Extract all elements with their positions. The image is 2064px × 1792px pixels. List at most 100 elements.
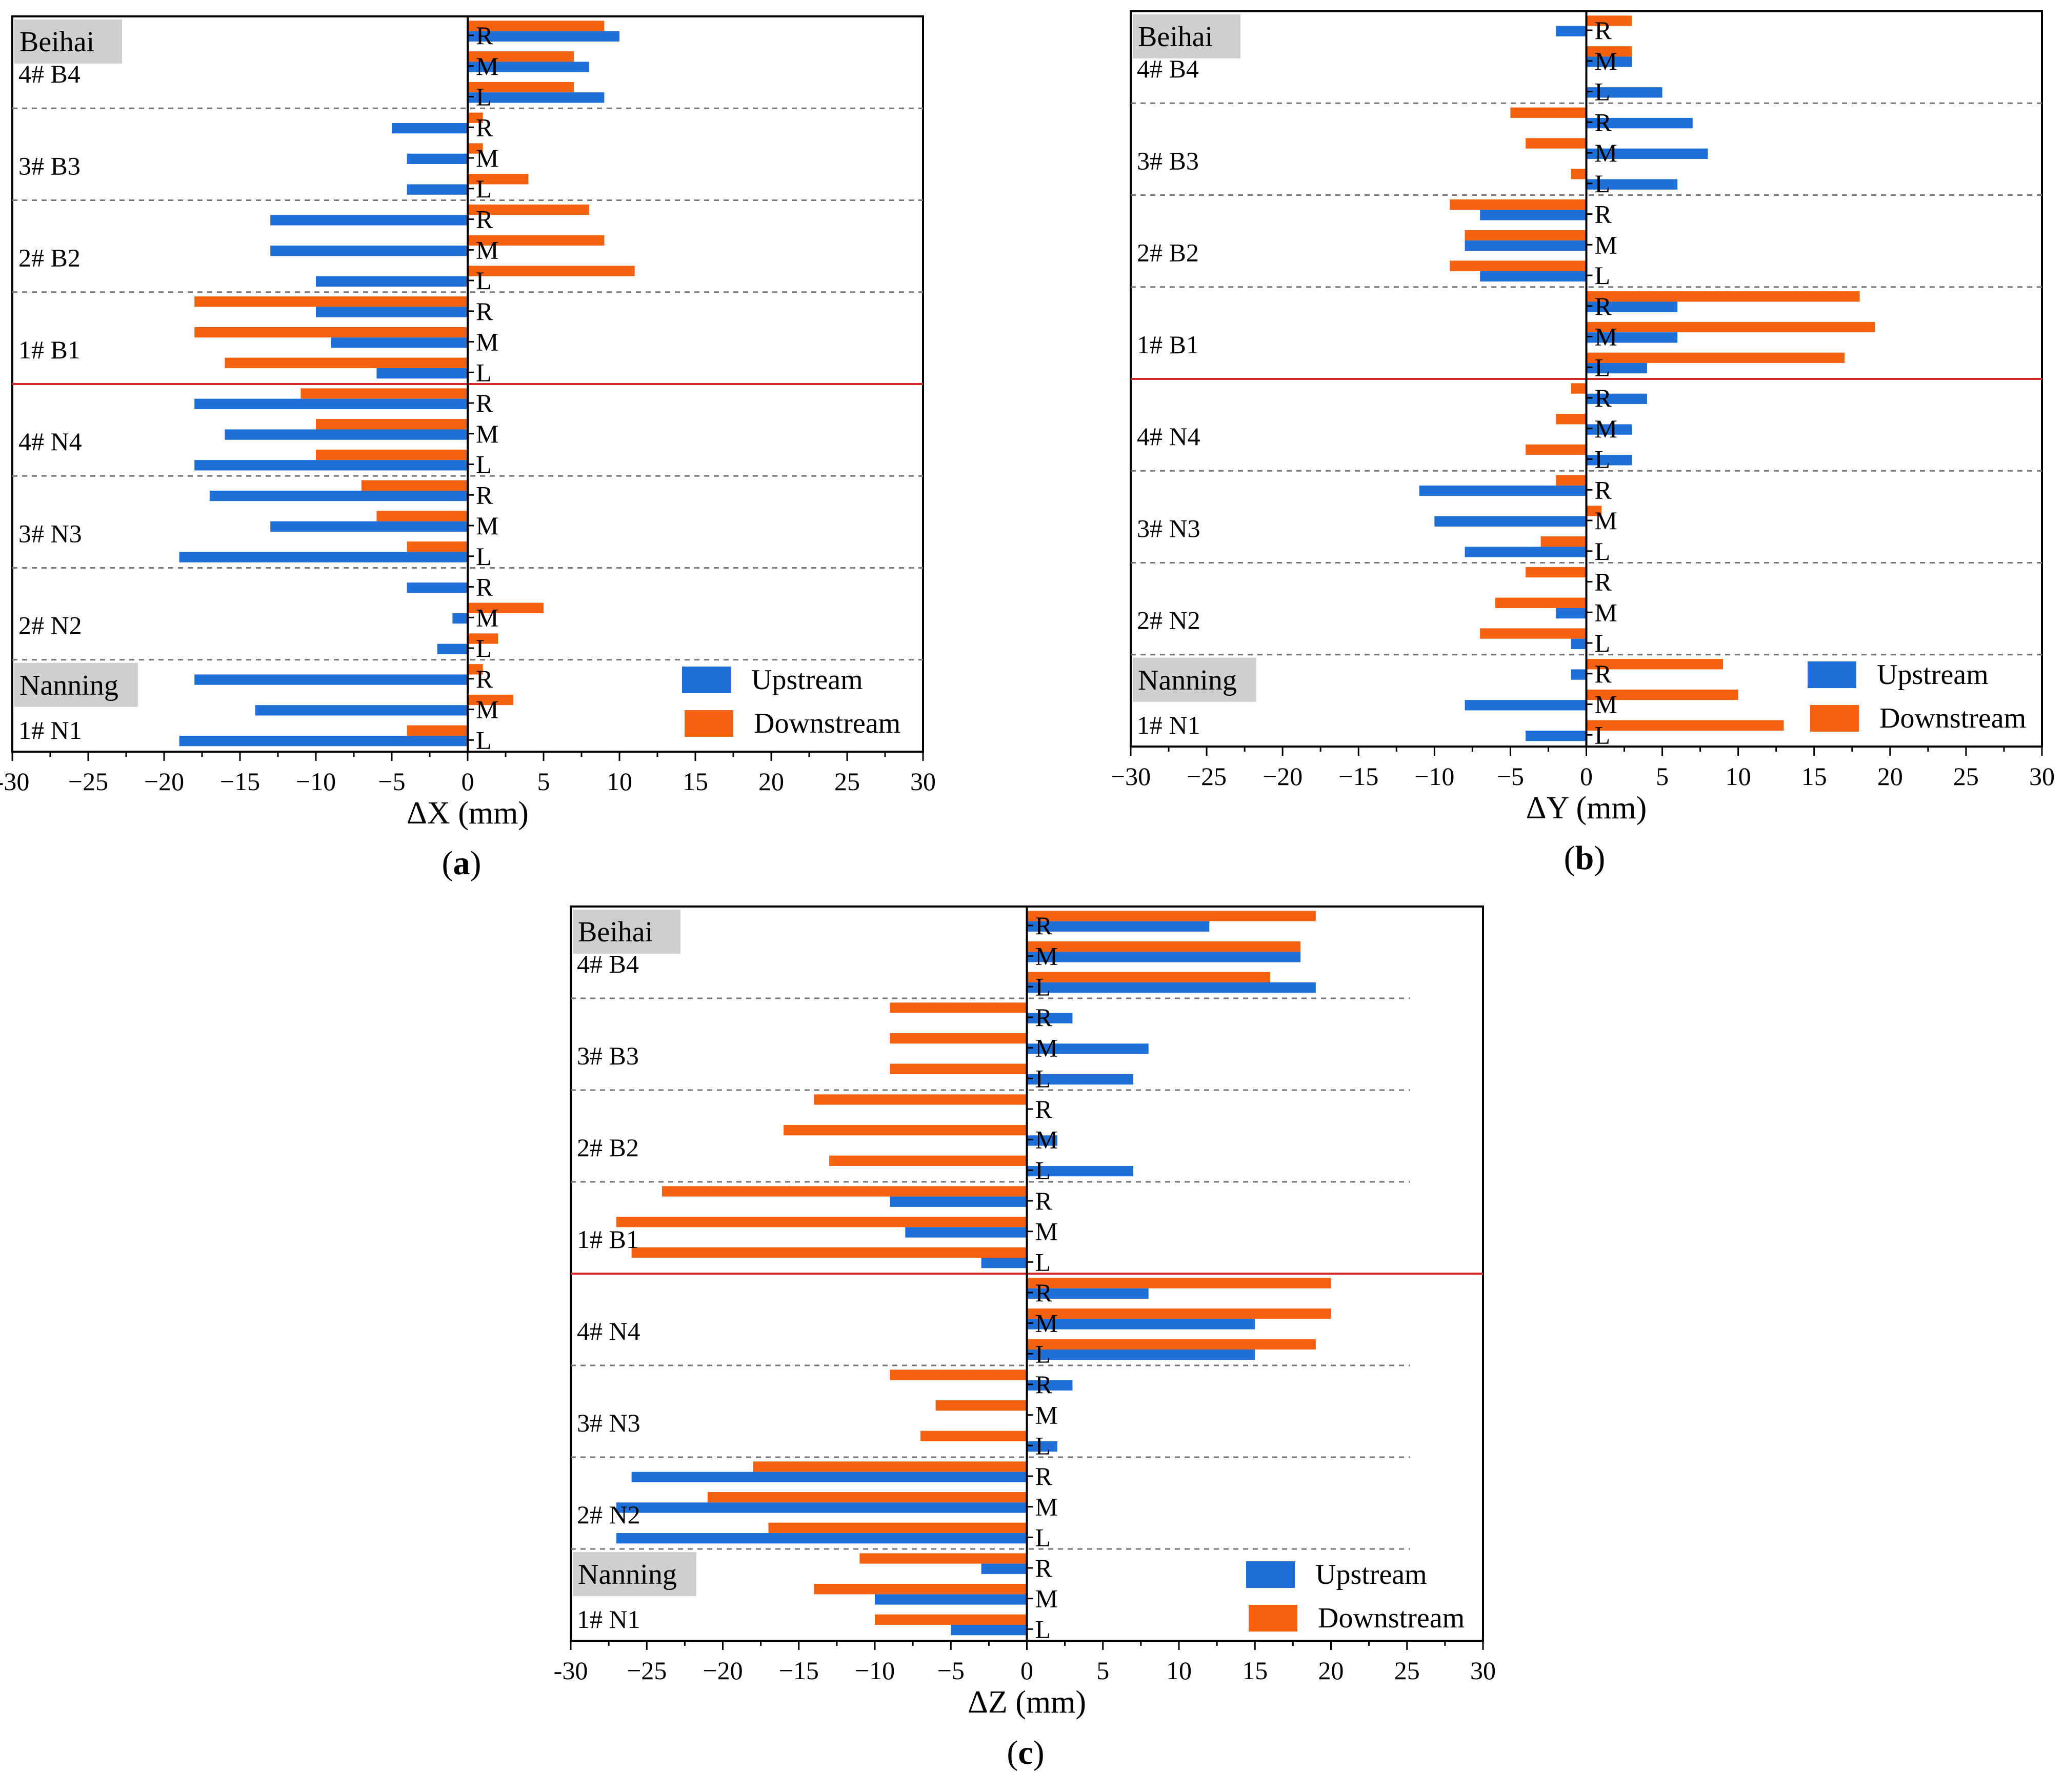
bar-upstream (1419, 485, 1587, 496)
x-tick-label: 5 (1096, 1656, 1109, 1685)
bar-downstream (1586, 506, 1602, 516)
bar-upstream (1465, 547, 1587, 557)
bar-upstream (1027, 1380, 1073, 1391)
position-label: L (1035, 1615, 1051, 1643)
legend-label-downstream: Downstream (1879, 702, 2026, 734)
x-tick-label: 20 (758, 767, 784, 796)
group-label: 4# N4 (18, 427, 82, 456)
x-axis-title: ΔY (mm) (1526, 791, 1647, 825)
bar-downstream (1480, 628, 1587, 639)
bar-downstream (468, 112, 483, 123)
bar-downstream (468, 664, 483, 675)
bar-downstream (1027, 911, 1316, 921)
bar-downstream (707, 1492, 1027, 1503)
position-label: R (476, 389, 493, 417)
x-tick-label: −5 (937, 1656, 965, 1685)
legend-label-upstream: Upstream (1877, 659, 1989, 691)
bar-upstream (468, 31, 619, 42)
bar-upstream (452, 613, 468, 624)
position-label: L (1035, 1431, 1051, 1460)
bar-upstream (1586, 363, 1647, 374)
panel-a: RMLRMLRMLRMLRMLRMLRMLRML-30−25−20−15−10−… (0, 15, 936, 882)
bar-upstream (255, 705, 468, 716)
bar-upstream (1571, 638, 1587, 649)
bar-downstream (768, 1522, 1027, 1533)
legend-swatch-upstream (1808, 661, 1856, 688)
bar-downstream (753, 1461, 1027, 1472)
bar-downstream (225, 357, 468, 368)
bar-downstream (1510, 107, 1587, 118)
bar-downstream (1556, 414, 1587, 425)
position-label: R (476, 665, 493, 693)
bar-downstream (468, 266, 635, 276)
position-label: M (476, 235, 498, 264)
bar-downstream (468, 602, 544, 613)
x-tick-label: −25 (627, 1656, 667, 1685)
x-tick-label: −10 (855, 1656, 895, 1685)
position-label: M (1035, 1309, 1058, 1338)
station-label-box (1133, 657, 1256, 702)
bar-downstream (890, 1063, 1027, 1074)
bar-downstream (935, 1400, 1027, 1411)
bar-upstream (905, 1227, 1027, 1238)
bar-downstream (468, 235, 605, 246)
x-tick-label: −25 (1187, 762, 1227, 791)
bar-downstream (1586, 352, 1845, 363)
bar-upstream (631, 1472, 1027, 1482)
bar-downstream (890, 1002, 1027, 1013)
bar-downstream (468, 51, 574, 62)
x-axis-title: ΔZ (mm) (968, 1685, 1086, 1720)
bar-downstream (1586, 15, 1632, 26)
bar-upstream (437, 643, 468, 654)
bar-upstream (1027, 1288, 1149, 1299)
position-label: M (1595, 230, 1617, 259)
bar-upstream (468, 62, 589, 72)
position-label: R (1595, 475, 1612, 504)
group-label: 3# N3 (1137, 514, 1200, 542)
x-tick-label: 30 (2029, 762, 2055, 791)
bar-upstream (194, 398, 468, 409)
station-label-box (1133, 14, 1240, 58)
bar-upstream (1027, 1135, 1057, 1146)
group-label: 3# B3 (18, 151, 81, 180)
bar-upstream (1556, 608, 1587, 619)
bar-upstream (1465, 700, 1587, 711)
x-tick-label: 30 (1470, 1656, 1496, 1685)
bar-upstream (1027, 1043, 1149, 1054)
bar-downstream (875, 1614, 1027, 1625)
position-label: M (476, 328, 498, 356)
legend-swatch-downstream (1810, 705, 1859, 732)
bar-upstream (179, 552, 468, 562)
bar-upstream (1571, 669, 1587, 680)
position-label: L (1035, 1523, 1051, 1552)
x-tick-label: −5 (378, 767, 405, 796)
x-tick-label: −25 (68, 767, 108, 796)
x-tick-label: 10 (1166, 1656, 1192, 1685)
x-axis-title: ΔX (mm) (407, 796, 529, 831)
bar-downstream (1586, 720, 1784, 731)
group-label: 3# N3 (577, 1408, 640, 1437)
bar-upstream (1586, 332, 1678, 343)
position-label: M (1595, 323, 1617, 351)
position-label: M (476, 695, 498, 724)
x-tick-label: 15 (683, 767, 708, 796)
bar-upstream (875, 1594, 1027, 1605)
bar-upstream (981, 1563, 1027, 1574)
position-label: M (476, 511, 498, 540)
position-label: L (476, 358, 492, 387)
legend-swatch-downstream (685, 710, 733, 737)
group-label: 1# B1 (1137, 330, 1199, 359)
bar-downstream (468, 21, 605, 31)
x-tick-label: 20 (1318, 1656, 1344, 1685)
bar-upstream (1027, 952, 1301, 962)
position-label: M (1595, 138, 1617, 167)
station-label: Nanning (19, 670, 118, 701)
bar-downstream (468, 204, 589, 215)
position-label: R (476, 573, 493, 601)
position-label: R (1035, 1554, 1053, 1582)
bar-upstream (1586, 56, 1632, 67)
panel-label: (c) (1007, 1734, 1044, 1771)
position-label: L (1595, 445, 1611, 474)
bar-downstream (1586, 291, 1860, 302)
position-label: R (476, 21, 493, 50)
